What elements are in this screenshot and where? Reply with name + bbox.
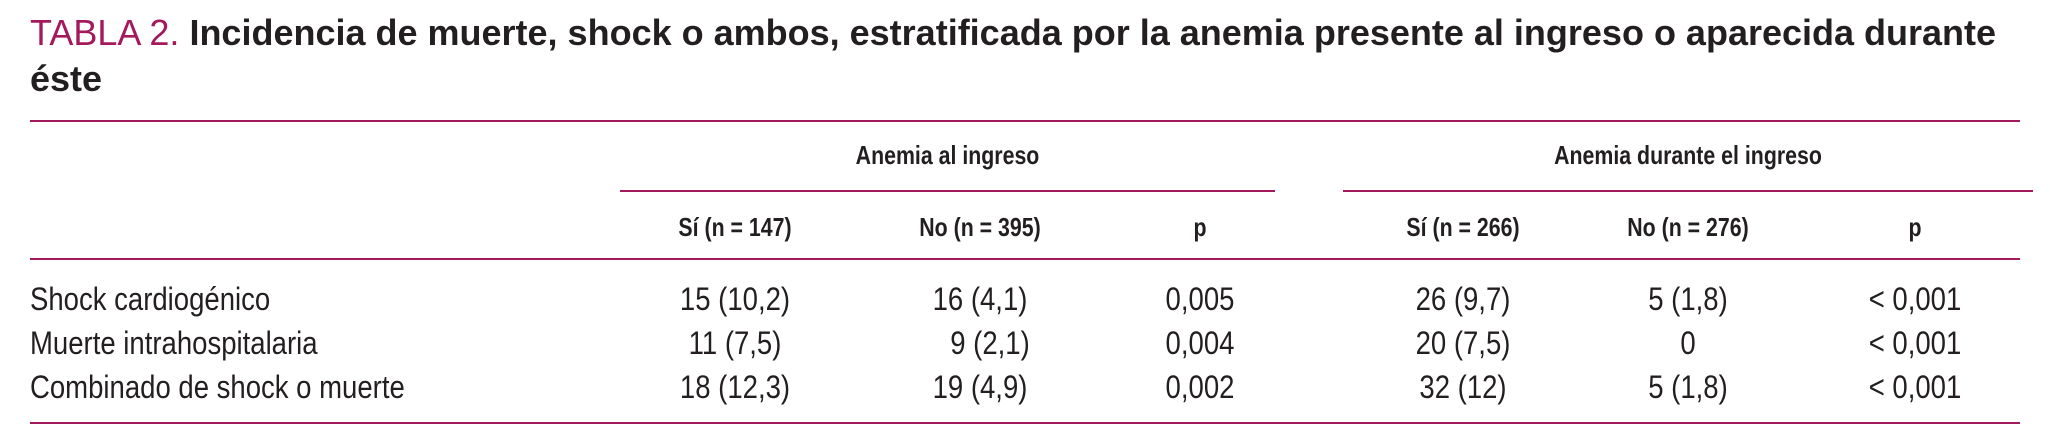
cell-r1-c1: 15 (10,2): [679, 281, 791, 317]
cell-r3-c6: < 0,001: [1868, 369, 1962, 405]
row-label-combinado: Combinado de shock o muerte: [30, 369, 405, 405]
group-rule-durante: [1343, 190, 2033, 192]
cell-r2-c3: 0,004: [1165, 325, 1235, 361]
col-header-p-ingreso: p: [1193, 212, 1207, 242]
row-label-muerte: Muerte intrahospitalaria: [30, 325, 318, 361]
col-header-si-ingreso: Sí (n = 147): [678, 212, 792, 242]
cell-r2-c5: 0: [1680, 325, 1696, 361]
cell-r2-c1: 11 (7,5): [688, 325, 782, 361]
table-number: TABLA 2.: [30, 12, 180, 53]
cell-r3-c5: 5 (1,8): [1648, 369, 1728, 405]
cell-r3-c4: 32 (12): [1419, 369, 1507, 405]
cell-r1-c6: < 0,001: [1868, 281, 1962, 317]
cell-r2-c2: 9 (2,1): [950, 325, 1030, 361]
group-rule-ingreso: [620, 190, 1275, 192]
cell-r3-c2: 19 (4,9): [932, 369, 1028, 405]
cell-r3-c3: 0,002: [1165, 369, 1235, 405]
cell-r1-c4: 26 (9,7): [1415, 281, 1511, 317]
cell-r2-c6: < 0,001: [1868, 325, 1962, 361]
top-rule: [30, 120, 2020, 122]
header-rule: [30, 258, 2020, 260]
cell-r1-c2: 16 (4,1): [932, 281, 1028, 317]
col-header-no-durante: No (n = 276): [1627, 212, 1749, 242]
bottom-rule: [30, 422, 2020, 424]
cell-r1-c3: 0,005: [1165, 281, 1235, 317]
col-header-no-ingreso: No (n = 395): [919, 212, 1041, 242]
table-title: TABLA 2. Incidencia de muerte, shock o a…: [30, 10, 2020, 102]
cell-r1-c5: 5 (1,8): [1648, 281, 1728, 317]
table-caption: Incidencia de muerte, shock o ambos, est…: [30, 12, 1997, 99]
row-label-shock: Shock cardiogénico: [30, 281, 271, 317]
group-header-anemia-ingreso: Anemia al ingreso: [855, 140, 1040, 170]
col-header-si-durante: Sí (n = 266): [1406, 212, 1520, 242]
cell-r2-c4: 20 (7,5): [1415, 325, 1511, 361]
group-header-anemia-durante: Anemia durante el ingreso: [1554, 140, 1822, 170]
col-header-p-durante: p: [1908, 212, 1922, 242]
cell-r3-c1: 18 (12,3): [679, 369, 791, 405]
